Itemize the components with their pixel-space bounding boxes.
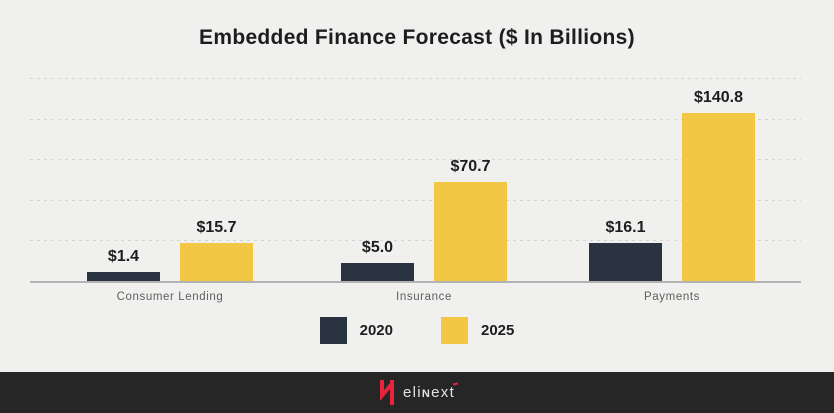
- chart-title: Embedded Finance Forecast ($ In Billions…: [199, 26, 635, 49]
- bar-2020-insurance: [341, 263, 414, 281]
- legend-item-2020: 2020: [319, 317, 393, 344]
- elinext-logo-icon: [379, 379, 394, 405]
- legend-label: 2025: [481, 322, 515, 339]
- legend-item-2025: 2025: [441, 317, 514, 344]
- value-label: $1.4: [107, 248, 140, 265]
- wordmark-part: ex: [431, 384, 450, 401]
- category-label: Consumer Lending: [116, 291, 224, 303]
- wordmark-part: N: [421, 388, 432, 400]
- gridline: [30, 159, 801, 160]
- wordmark-part: eli: [402, 384, 422, 401]
- bar-2025-consumer-lending: [180, 243, 253, 281]
- gridline: [30, 200, 801, 201]
- gridline: [30, 119, 801, 120]
- bar-2025-payments: [682, 113, 755, 281]
- gridline: [30, 240, 801, 241]
- legend-label: 2020: [359, 322, 393, 339]
- value-label: $16.1: [605, 219, 646, 236]
- value-label: $70.7: [450, 158, 491, 175]
- value-label: $15.7: [196, 219, 237, 236]
- category-label: Payments: [644, 291, 700, 303]
- bar-2025-insurance: [434, 182, 507, 281]
- category-label: Insurance: [396, 291, 452, 303]
- value-label: $140.8: [694, 89, 743, 106]
- bar-2020-payments: [589, 243, 662, 281]
- wordmark-part: t: [449, 384, 456, 401]
- gridline: [30, 78, 801, 79]
- legend-color-chip: [441, 317, 468, 344]
- value-label: $5.0: [361, 239, 394, 256]
- bar-2020-consumer-lending: [87, 272, 160, 281]
- x-axis-line: [30, 281, 801, 283]
- legend: 2020 2025: [0, 317, 834, 344]
- legend-color-chip: [319, 317, 347, 344]
